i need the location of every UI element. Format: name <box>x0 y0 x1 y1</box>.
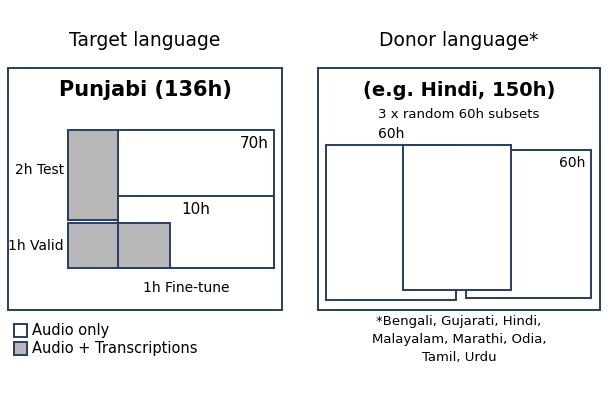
Text: Audio only: Audio only <box>32 322 109 338</box>
Text: 1h Valid: 1h Valid <box>9 238 64 252</box>
Text: 60h: 60h <box>409 151 435 165</box>
Text: Audio + Transcriptions: Audio + Transcriptions <box>32 341 198 355</box>
Bar <box>68 223 118 268</box>
Text: 2h Test: 2h Test <box>15 164 64 178</box>
Bar <box>14 324 27 336</box>
Text: Target language: Target language <box>69 31 221 49</box>
Bar <box>118 130 274 268</box>
Bar <box>68 130 118 220</box>
Text: 10h: 10h <box>182 202 210 217</box>
Bar <box>326 145 456 300</box>
Bar <box>466 150 591 298</box>
Text: *Bengali, Gujarati, Hindi,
Malayalam, Marathi, Odia,
Tamil, Urdu: *Bengali, Gujarati, Hindi, Malayalam, Ma… <box>371 316 546 365</box>
Text: Punjabi (136h): Punjabi (136h) <box>58 80 232 100</box>
Text: 1h Fine-tune: 1h Fine-tune <box>143 281 229 295</box>
Text: 60h: 60h <box>378 127 404 141</box>
Bar <box>403 145 511 290</box>
Text: 70h: 70h <box>240 136 269 151</box>
Text: 3 x random 60h subsets: 3 x random 60h subsets <box>378 107 540 121</box>
Bar <box>14 341 27 355</box>
Bar <box>118 196 274 268</box>
Bar <box>318 68 600 310</box>
Text: (e.g. Hindi, 150h): (e.g. Hindi, 150h) <box>363 82 555 101</box>
Bar <box>118 223 170 268</box>
Text: 60h: 60h <box>559 156 585 170</box>
Bar <box>8 68 282 310</box>
Text: Donor language*: Donor language* <box>379 31 539 49</box>
